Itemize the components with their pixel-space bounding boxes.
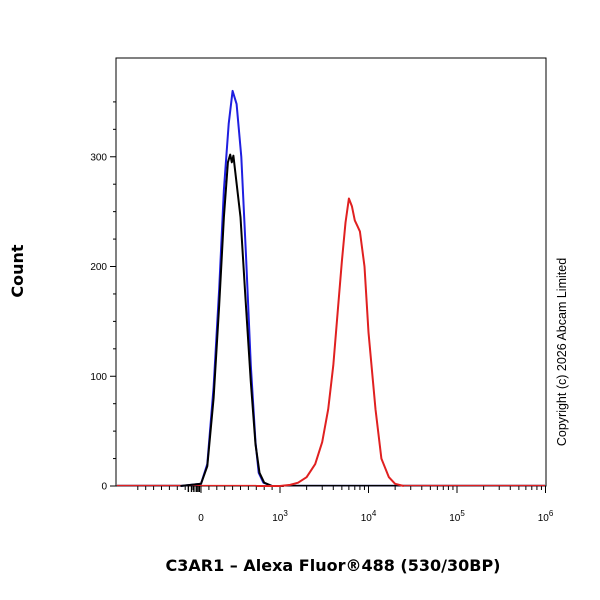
x-tick-label: 104 (361, 509, 377, 524)
y-tick-label: 300 (90, 152, 107, 163)
x-tick-label: 0 (198, 513, 204, 524)
series-1-line (180, 89, 284, 487)
x-axis-title: C3AR1 – Alexa Fluor®488 (530/30BP) (166, 556, 501, 575)
y-axis-title: Count (8, 244, 27, 298)
series-3-line (256, 197, 404, 487)
y-tick-label: 200 (90, 262, 107, 273)
copyright-annotation: Copyright (c) 2026 Abcam Limited (555, 258, 569, 446)
series-2-line (180, 153, 284, 487)
x-tick-label: 103 (272, 509, 288, 524)
y-tick-label: 0 (101, 482, 107, 493)
plot-area: 0 100 200 300 0 103 104 105 106 (90, 57, 554, 524)
x-tick-label: 105 (449, 509, 465, 524)
plot-frame (115, 57, 547, 487)
y-tick-label: 100 (90, 372, 107, 383)
x-tick-label: 106 (538, 509, 554, 524)
